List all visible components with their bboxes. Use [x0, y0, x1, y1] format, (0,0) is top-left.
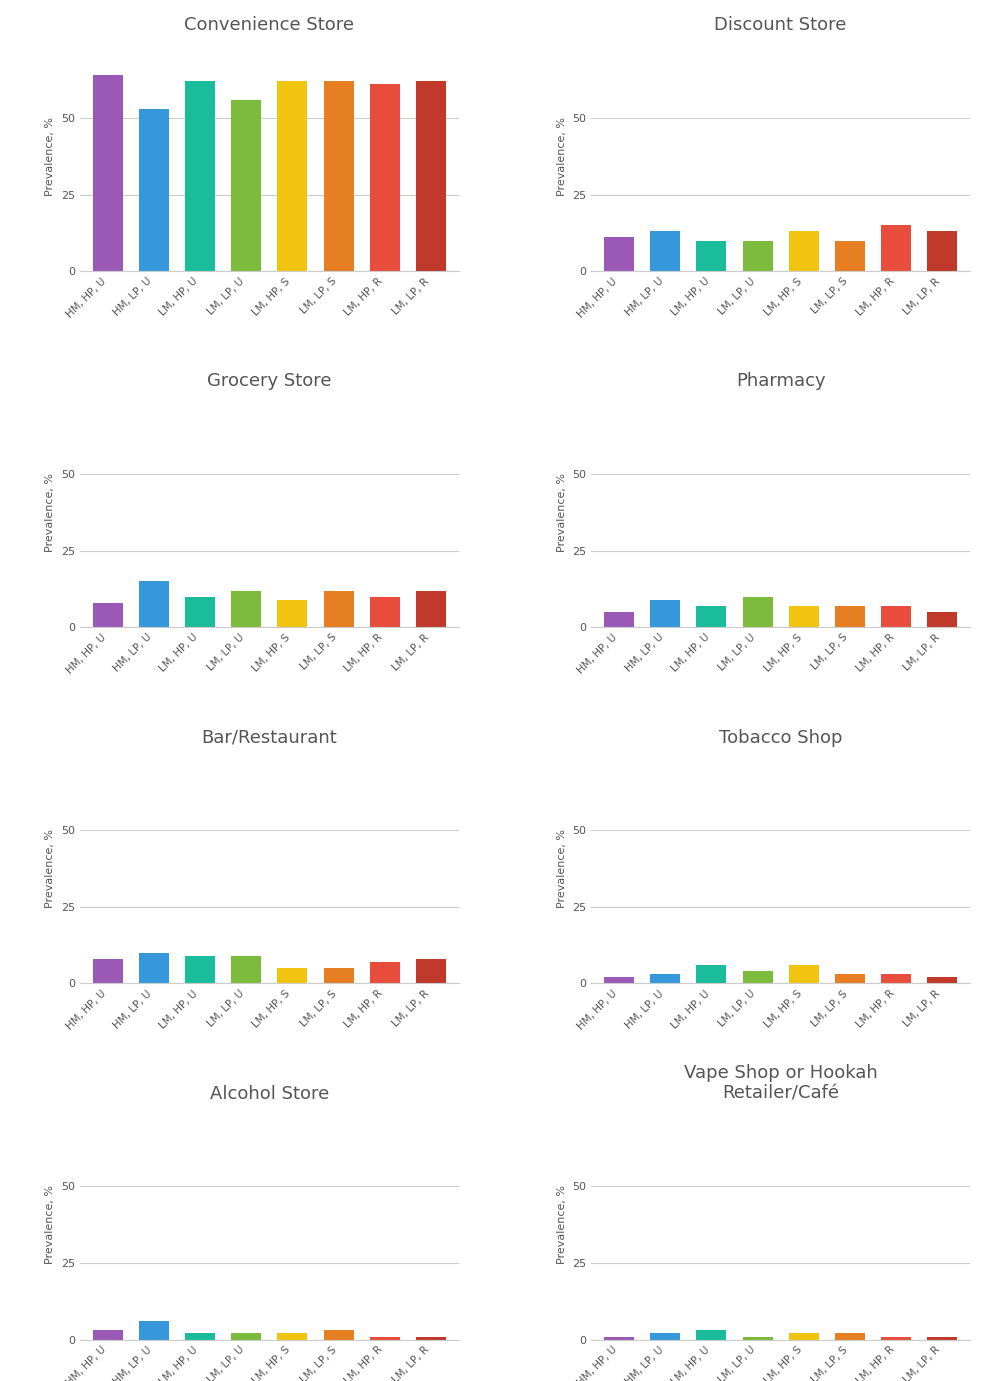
Bar	[881, 1337, 911, 1340]
Bar	[324, 968, 354, 983]
Bar	[185, 1334, 215, 1340]
Y-axis label: Prevalence, %: Prevalence, %	[557, 117, 567, 196]
Bar	[93, 1330, 123, 1340]
Bar	[881, 974, 911, 983]
Bar	[93, 75, 123, 271]
Bar	[835, 974, 865, 983]
Bar	[231, 99, 261, 271]
Bar	[604, 612, 634, 627]
Bar	[416, 958, 446, 983]
Bar	[139, 581, 169, 627]
Bar	[93, 603, 123, 627]
Bar	[604, 978, 634, 983]
Title: Bar/Restaurant: Bar/Restaurant	[201, 729, 337, 747]
Title: Convenience Store: Convenience Store	[184, 17, 354, 35]
Title: Tobacco Shop: Tobacco Shop	[719, 729, 842, 747]
Bar	[370, 1337, 400, 1340]
Bar	[277, 599, 307, 627]
Bar	[743, 240, 773, 271]
Bar	[185, 81, 215, 271]
Title: Alcohol Store: Alcohol Store	[210, 1084, 329, 1102]
Bar	[789, 606, 819, 627]
Bar	[927, 232, 957, 271]
Title: Discount Store: Discount Store	[714, 17, 847, 35]
Bar	[324, 81, 354, 271]
Bar	[370, 84, 400, 271]
Title: Grocery Store: Grocery Store	[207, 373, 332, 391]
Bar	[743, 1337, 773, 1340]
Bar	[185, 956, 215, 983]
Bar	[416, 1337, 446, 1340]
Bar	[604, 1337, 634, 1340]
Bar	[370, 963, 400, 983]
Bar	[650, 599, 680, 627]
Y-axis label: Prevalence, %: Prevalence, %	[45, 472, 55, 552]
Y-axis label: Prevalence, %: Prevalence, %	[557, 1185, 567, 1264]
Bar	[93, 958, 123, 983]
Bar	[743, 597, 773, 627]
Bar	[324, 591, 354, 627]
Bar	[416, 591, 446, 627]
Bar	[231, 956, 261, 983]
Bar	[835, 240, 865, 271]
Bar	[696, 240, 726, 271]
Title: Vape Shop or Hookah
Retailer/Café: Vape Shop or Hookah Retailer/Café	[684, 1063, 878, 1102]
Bar	[231, 591, 261, 627]
Y-axis label: Prevalence, %: Prevalence, %	[45, 117, 55, 196]
Bar	[231, 1334, 261, 1340]
Bar	[650, 232, 680, 271]
Bar	[927, 1337, 957, 1340]
Bar	[139, 953, 169, 983]
Bar	[881, 225, 911, 271]
Bar	[789, 1334, 819, 1340]
Bar	[650, 1334, 680, 1340]
Y-axis label: Prevalence, %: Prevalence, %	[557, 472, 567, 552]
Bar	[650, 974, 680, 983]
Bar	[604, 238, 634, 271]
Bar	[139, 1322, 169, 1340]
Bar	[835, 1334, 865, 1340]
Y-axis label: Prevalence, %: Prevalence, %	[45, 1185, 55, 1264]
Bar	[277, 81, 307, 271]
Bar	[743, 971, 773, 983]
Bar	[696, 1330, 726, 1340]
Bar	[835, 606, 865, 627]
Bar	[789, 965, 819, 983]
Title: Pharmacy: Pharmacy	[736, 373, 825, 391]
Bar	[370, 597, 400, 627]
Bar	[324, 1330, 354, 1340]
Bar	[927, 612, 957, 627]
Bar	[139, 109, 169, 271]
Bar	[881, 606, 911, 627]
Bar	[789, 232, 819, 271]
Bar	[416, 81, 446, 271]
Bar	[696, 606, 726, 627]
Bar	[185, 597, 215, 627]
Bar	[277, 1334, 307, 1340]
Y-axis label: Prevalence, %: Prevalence, %	[45, 829, 55, 909]
Bar	[927, 978, 957, 983]
Bar	[696, 965, 726, 983]
Bar	[277, 968, 307, 983]
Y-axis label: Prevalence, %: Prevalence, %	[557, 829, 567, 909]
